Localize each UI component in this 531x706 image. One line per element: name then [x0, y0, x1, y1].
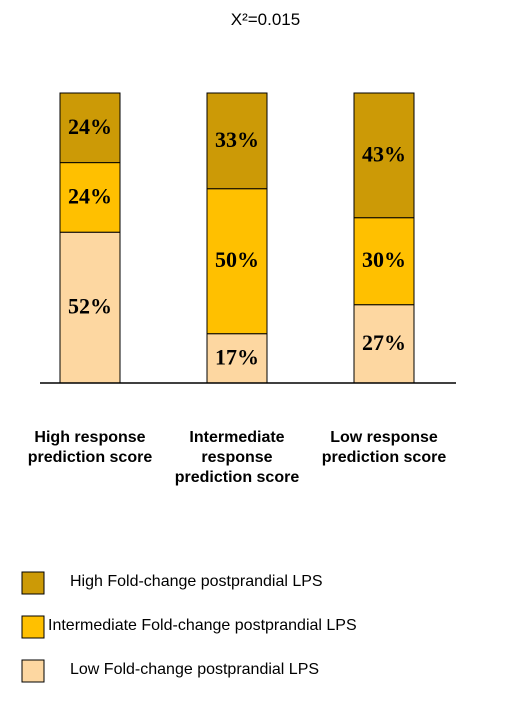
value-label: 27%	[362, 330, 406, 355]
bar-segment	[59, 162, 121, 233]
legend-swatch	[21, 571, 45, 595]
value-label: 50%	[215, 247, 259, 272]
legend-label: High Fold-change postprandial LPS	[70, 573, 323, 590]
x-tick-label: High response prediction score	[27, 429, 153, 466]
bar-segment	[353, 217, 415, 306]
bar-segment	[206, 92, 268, 190]
value-label: 24%	[68, 114, 112, 139]
value-label: 17%	[215, 344, 259, 369]
value-label: 33%	[215, 127, 259, 152]
x-tick-label: Intermediate response prediction score	[174, 429, 300, 486]
bar-segment	[206, 333, 268, 384]
x-tick-label: Low response prediction score	[321, 429, 447, 466]
legend-label: Intermediate Fold-change postprandial LP…	[48, 617, 357, 634]
value-label: 24%	[68, 183, 112, 208]
legend-label: Low Fold-change postprandial LPS	[70, 661, 320, 678]
legend-swatch	[21, 615, 45, 639]
bar-segment	[353, 92, 415, 219]
value-label: 43%	[362, 141, 406, 166]
legend-swatch	[21, 659, 45, 683]
bar-segment	[59, 92, 121, 164]
value-label: 52%	[68, 294, 112, 319]
chart-title: X²=0.015	[230, 10, 301, 29]
bar-segment	[59, 231, 121, 384]
bar-segment	[353, 304, 415, 384]
value-label: 30%	[362, 247, 406, 272]
